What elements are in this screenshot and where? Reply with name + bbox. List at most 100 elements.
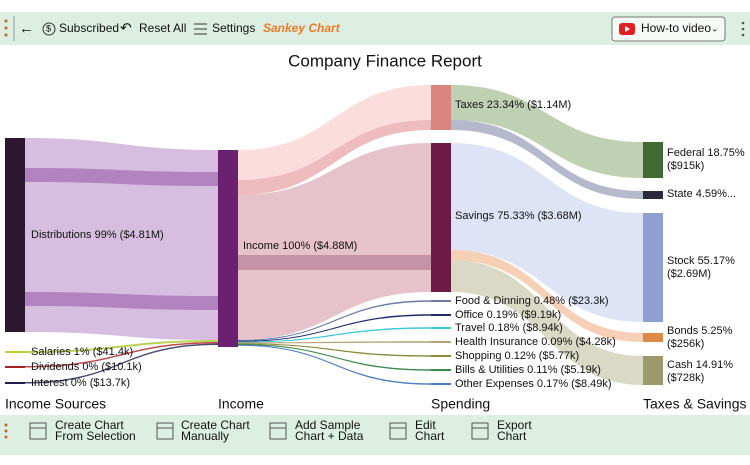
- node-label: Dividends 0% ($10.1k): [31, 361, 142, 373]
- button-label: From Selection: [55, 429, 136, 443]
- flow: [238, 344, 431, 385]
- node-label: Taxes 23.34% ($1.14M): [455, 99, 571, 111]
- dollar-icon: [42, 22, 56, 36]
- flow: [25, 342, 218, 368]
- sankey-node: [5, 382, 25, 384]
- flow: [238, 85, 431, 195]
- chart-title: Company Finance Report: [288, 51, 482, 70]
- sankey-node: [218, 150, 238, 347]
- node-label: Federal 18.75%: [667, 147, 745, 159]
- flow: [451, 85, 643, 178]
- flow: [25, 343, 218, 384]
- node-label: ($728k): [667, 372, 704, 384]
- node-label: Salaries 1% ($41.4k): [31, 346, 133, 358]
- bottom-toolbar: [0, 415, 750, 455]
- column-label: Income Sources: [5, 396, 106, 412]
- button-label: Create Chart: [55, 418, 124, 432]
- sankey-node: [431, 369, 451, 371]
- video-button[interactable]: [611, 16, 726, 42]
- flow: [25, 138, 218, 340]
- flows: [25, 85, 643, 385]
- flow: [238, 344, 431, 371]
- button-icon: [389, 422, 407, 440]
- sankey-node: [431, 355, 451, 357]
- button-icon: [269, 422, 287, 440]
- sankey-node: [5, 351, 25, 353]
- button-label: Chart + Data: [295, 429, 364, 443]
- flow: [238, 255, 431, 270]
- flow: [25, 292, 218, 310]
- node-label: Bills & Utilities 0.11% ($5.19k): [455, 364, 601, 376]
- nodes: Distributions 99% ($4.81M) Salaries 1% ($…: [5, 85, 745, 390]
- sankey-node: [431, 143, 451, 292]
- button-label: Chart: [415, 429, 445, 443]
- side-dots: [741, 21, 745, 37]
- dollar-glyph: $: [46, 23, 51, 33]
- flow: [238, 327, 431, 343]
- sankey-node: [643, 213, 663, 322]
- button-label: Chart: [497, 429, 527, 443]
- dropdown-caret: ⌄: [711, 23, 719, 33]
- button-icon: [29, 422, 47, 440]
- column-label: Spending: [431, 396, 490, 412]
- flow: [238, 120, 431, 195]
- node-label: Savings 75.33% ($3.68M): [455, 210, 582, 222]
- node-label: Interest 0% ($13.7k): [31, 377, 130, 389]
- button-label: Edit: [415, 418, 436, 432]
- back-button[interactable]: ←: [19, 20, 34, 37]
- chart-name: Sankey Chart: [263, 21, 341, 35]
- flow: [25, 168, 218, 186]
- flow: [451, 120, 643, 199]
- button-icon: [471, 422, 489, 440]
- settings-icon: [194, 23, 207, 35]
- flow: [451, 260, 643, 385]
- button-label: Create Chart: [181, 418, 250, 432]
- flow: [238, 300, 431, 341]
- sankey-node: [431, 314, 451, 316]
- node-label: Stock 55.17%: [667, 255, 735, 267]
- node-label: Income 100% ($4.88M): [243, 240, 357, 252]
- node-label: Bonds 5.25%: [667, 325, 733, 337]
- button-label: Export: [497, 418, 532, 432]
- node-label: State 4.59%...: [667, 188, 736, 200]
- video-label: How-to video: [641, 21, 711, 35]
- settings-button[interactable]: Settings: [212, 21, 255, 35]
- menu-dots[interactable]: [4, 19, 8, 37]
- sankey-node: [643, 333, 663, 342]
- node-label: Distributions 99% ($4.81M): [31, 229, 164, 241]
- play-glyph: [625, 26, 630, 32]
- button-icon: [156, 422, 174, 440]
- button-label: Manually: [181, 429, 229, 443]
- node-label: Food & Dinning 0.48% ($23.3k): [455, 295, 608, 307]
- reset-button[interactable]: Reset All: [139, 21, 186, 35]
- bottom-menu-dots[interactable]: [4, 423, 8, 439]
- reset-icon: ↶: [120, 20, 132, 36]
- column-label: Income: [218, 396, 264, 412]
- button-label: Add Sample: [295, 418, 361, 432]
- flow: [25, 340, 218, 353]
- node-label: ($256k): [667, 338, 704, 350]
- flow: [451, 143, 643, 322]
- sankey-node: [431, 300, 451, 302]
- node-label: Health Insurance 0.09% ($4.28k): [455, 336, 616, 348]
- flow: [451, 250, 643, 342]
- node-label: Office 0.19% ($9.19k): [455, 309, 561, 321]
- flow: [238, 341, 431, 344]
- node-label: Shopping 0.12% ($5.77k): [455, 350, 579, 362]
- node-label: Cash 14.91%: [667, 359, 733, 371]
- sankey-node: [5, 366, 25, 368]
- subscribed-button[interactable]: Subscribed: [59, 21, 119, 35]
- flow: [238, 143, 431, 340]
- node-label: Other Expenses 0.17% ($8.49k): [455, 378, 612, 390]
- node-label: ($2.69M): [667, 268, 711, 280]
- column-label: Taxes & Savings: [643, 396, 747, 412]
- node-label: ($915k): [667, 160, 704, 172]
- flow: [238, 314, 431, 342]
- sankey-node: [643, 356, 663, 385]
